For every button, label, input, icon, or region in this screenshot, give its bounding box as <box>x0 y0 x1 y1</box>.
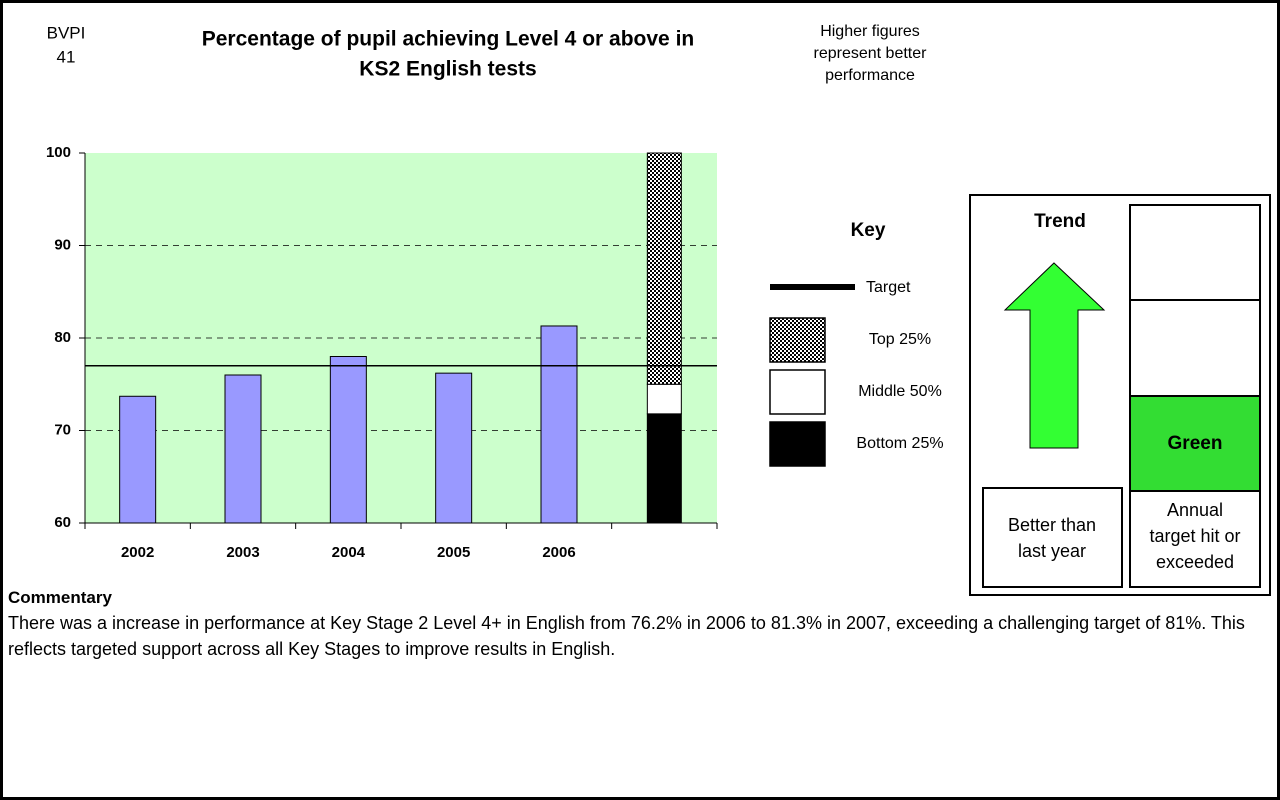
commentary: Commentary There was a increase in perfo… <box>8 586 1272 662</box>
trend-caption: Better than <box>1008 515 1096 535</box>
quartile-segment <box>646 383 682 415</box>
status-box <box>1129 204 1261 301</box>
x-tick-label: 2002 <box>121 544 154 561</box>
code: BVPI <box>47 23 86 42</box>
key-swatch <box>769 369 826 415</box>
key-label: Middle 50% <box>858 383 942 400</box>
note: Higher figures <box>820 23 920 40</box>
bar <box>224 374 262 524</box>
x-tick-label: 2003 <box>226 544 259 561</box>
status-caption-box <box>1129 490 1261 588</box>
code: 41 <box>57 47 76 66</box>
bar <box>119 395 157 524</box>
x-tick-label: 2004 <box>332 544 366 561</box>
plot-area <box>85 153 717 523</box>
note: performance <box>825 67 915 84</box>
status-label: Green <box>1168 433 1223 454</box>
x-tick-label: 2005 <box>437 544 470 561</box>
chart-title: Percentage of pupil achieving Level 4 or… <box>202 28 694 51</box>
commentary-title: Commentary <box>8 588 112 607</box>
x-tick-label: 2006 <box>542 544 575 561</box>
key-swatch <box>769 421 826 467</box>
y-tick-label: 70 <box>54 421 71 438</box>
quartile-segment <box>646 413 682 524</box>
trend-arrow <box>1003 262 1106 449</box>
key-label: Top 25% <box>869 331 931 348</box>
status-caption: Annual <box>1167 500 1223 520</box>
trend-caption-box <box>982 487 1123 588</box>
bar <box>329 356 367 524</box>
status-caption: exceeded <box>1156 552 1234 572</box>
key-target-swatch <box>770 284 855 290</box>
panel-frame <box>969 194 1271 596</box>
bar <box>540 325 578 524</box>
y-tick-label: 100 <box>46 144 71 161</box>
key-label: Target <box>866 279 911 296</box>
status-caption: target hit or <box>1149 526 1240 546</box>
note: represent better <box>814 45 928 62</box>
key-label: Bottom 25% <box>856 435 943 452</box>
status-box <box>1129 299 1261 397</box>
quartile-segment <box>646 152 682 385</box>
key-title: Key <box>851 220 886 241</box>
y-tick-label: 80 <box>54 329 71 346</box>
chart-title: KS2 English tests <box>359 58 536 81</box>
commentary-text: There was a increase in performance at K… <box>8 613 1245 659</box>
trend-title: Trend <box>1034 211 1086 232</box>
key-swatch <box>769 317 826 363</box>
bar <box>435 372 473 524</box>
y-tick-label: 60 <box>54 514 71 531</box>
y-tick-label: 90 <box>54 236 71 253</box>
trend-caption: last year <box>1018 541 1086 561</box>
